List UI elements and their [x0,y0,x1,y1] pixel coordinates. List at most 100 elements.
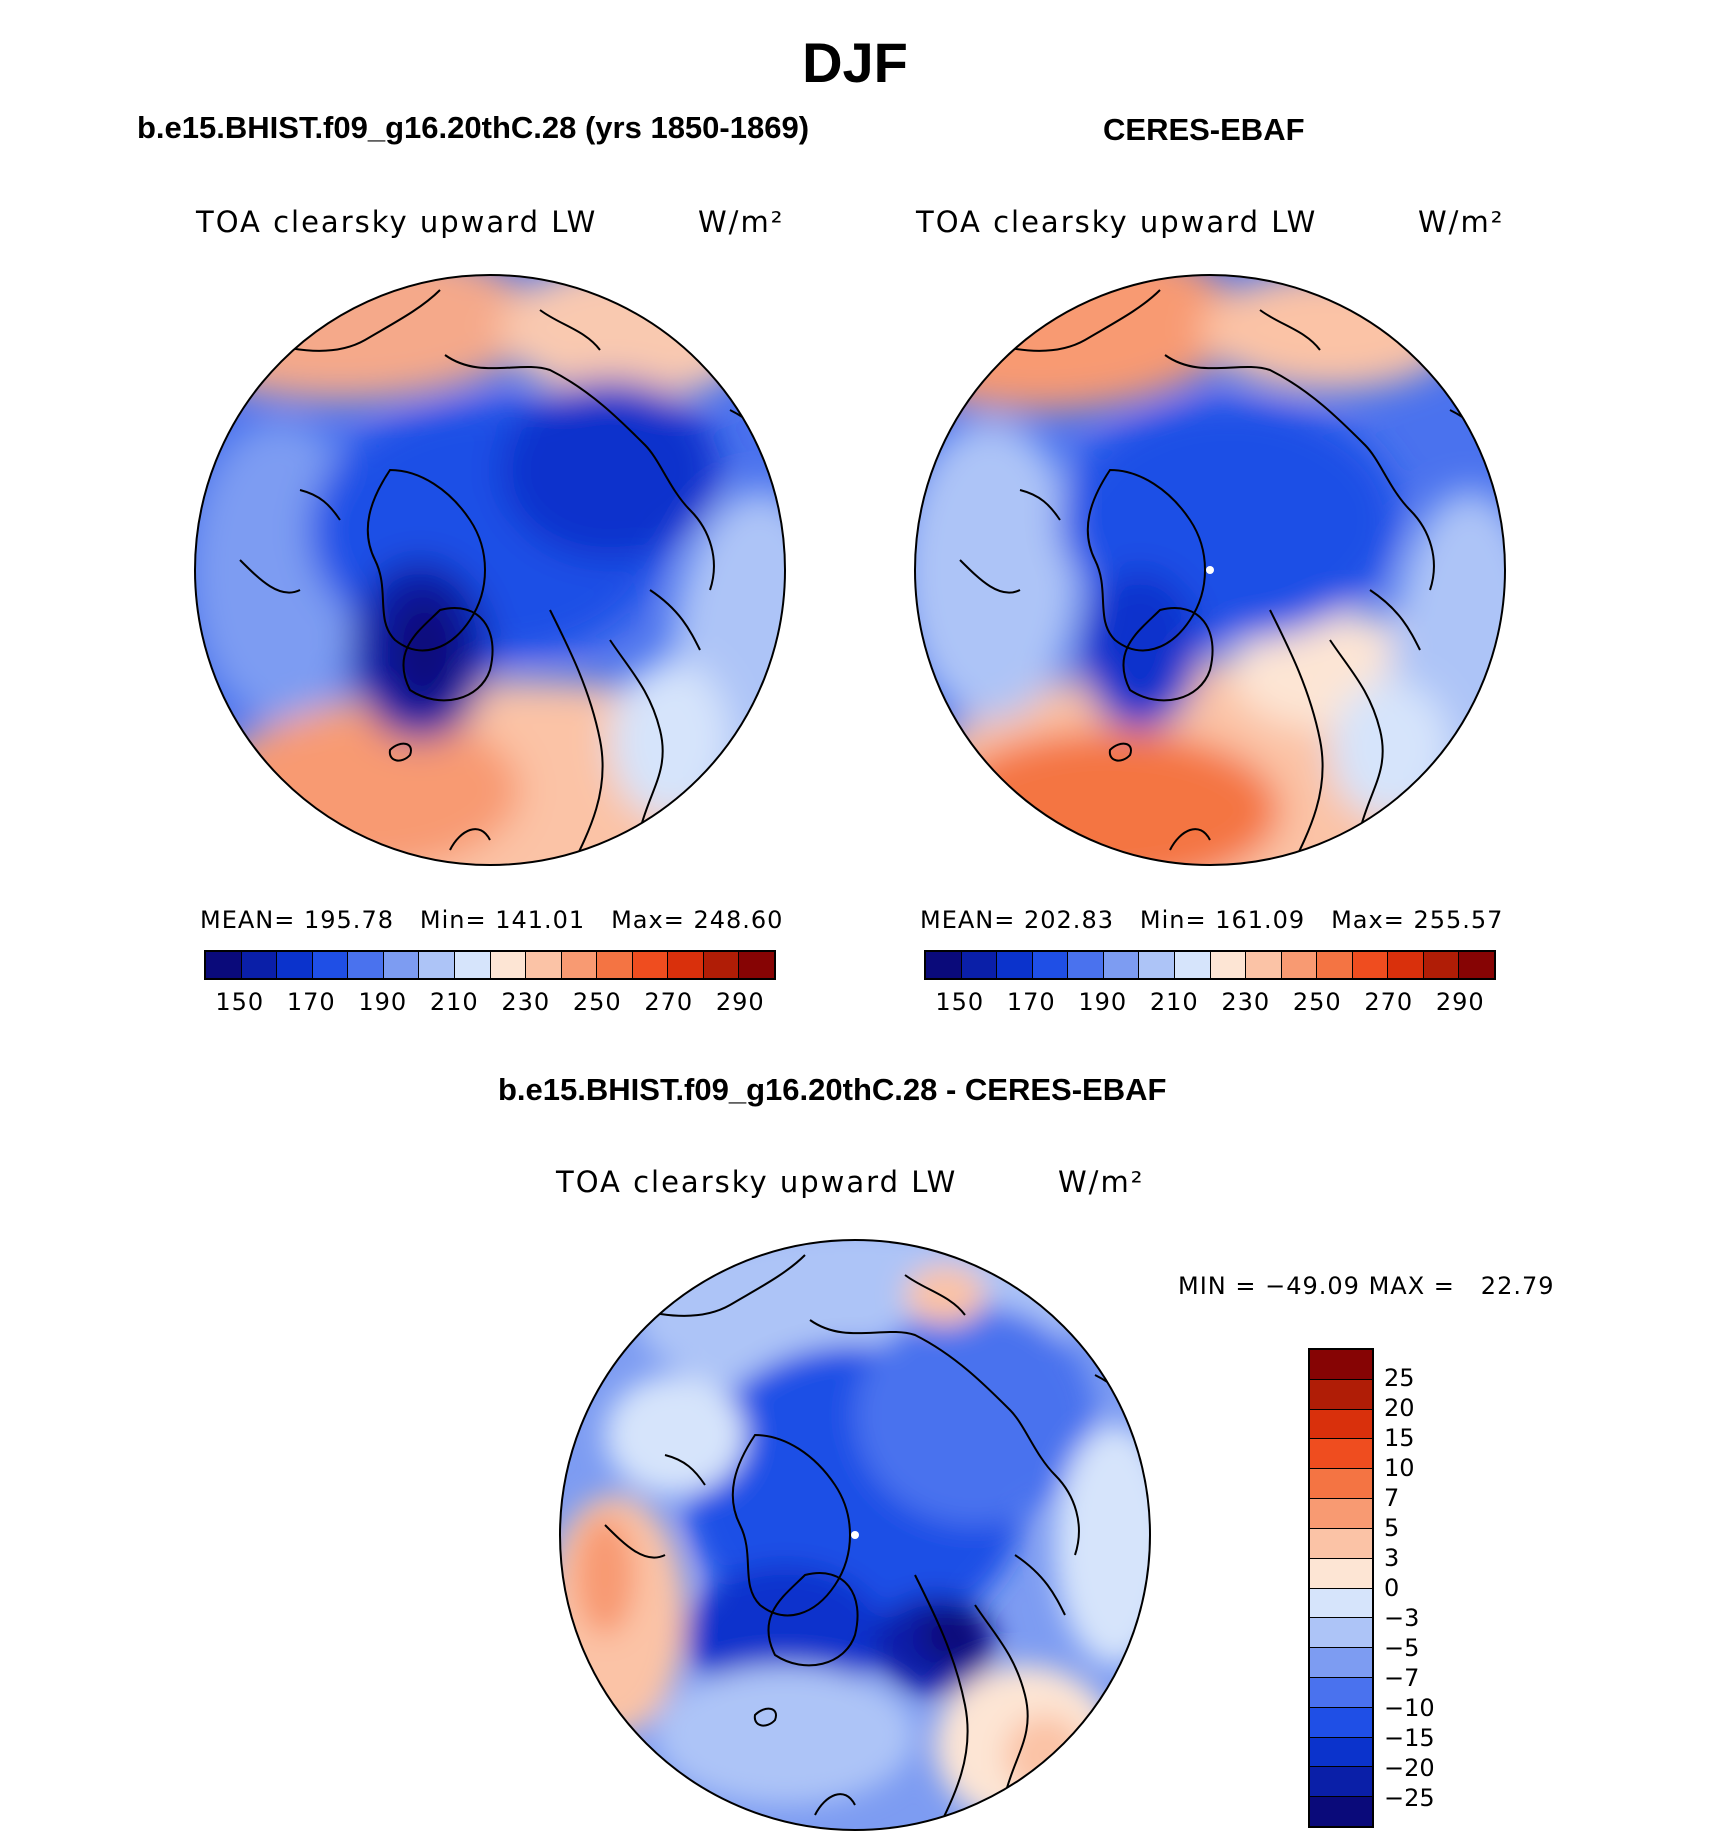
model-colorbar-tick-label: 210 [429,988,479,1016]
obs-min-value: 161.09 [1215,906,1306,934]
diff-colorbar-swatch [1310,1767,1372,1798]
diff-colorbar-swatch [1310,1409,1372,1440]
obs-colorbar-swatch [1103,952,1140,978]
model-colorbar [204,950,776,980]
diff-colorbar-swatch [1310,1439,1372,1470]
diff-colorbar-tick-label: 10 [1384,1454,1415,1482]
obs-colorbar-tick-label: 210 [1149,988,1199,1016]
diff-colorbar-tick-label: 20 [1384,1394,1415,1422]
model-colorbar-swatch [668,952,704,978]
model-stats: MEAN= 195.78 Min= 141.01 Max= 248.60 [200,906,783,934]
obs-variable-label: TOA clearsky upward LW [916,205,1318,239]
diff-stats: MIN = −49.09 MAX = 22.79 [1178,1272,1555,1300]
model-colorbar-tick-label: 190 [358,988,408,1016]
model-colorbar-swatch [526,952,562,978]
obs-max-value: 255.57 [1413,906,1504,934]
diff-max-value: 22.79 [1480,1272,1555,1300]
diff-colorbar-swatch [1310,1528,1372,1559]
diff-colorbar-tick-label: 15 [1384,1424,1415,1452]
diff-colorbar-swatch [1310,1469,1372,1500]
diff-colorbar-tick-label: 25 [1384,1364,1415,1392]
obs-colorbar-tick-label: 190 [1078,988,1128,1016]
diff-polar-map [559,1239,1151,1831]
diff-colorbar-tick-label: 7 [1384,1484,1400,1512]
diff-colorbar-swatch [1310,1558,1372,1589]
diff-min-value: −49.09 [1265,1272,1360,1300]
model-max-value: 248.60 [693,906,784,934]
model-colorbar-swatch [739,952,774,978]
obs-colorbar-swatch [1246,952,1282,978]
model-min-label: Min= [419,906,487,934]
obs-colorbar-swatch [1032,952,1069,978]
obs-colorbar-tick-label: 170 [1006,988,1056,1016]
model-colorbar-tick-label: 150 [215,988,265,1016]
obs-colorbar-swatch [1423,952,1460,978]
diff-colorbar-swatch [1310,1350,1372,1380]
obs-colorbar-swatch [1068,952,1104,978]
diff-colorbar-swatch [1310,1707,1372,1738]
obs-mean-label: MEAN= [920,906,1016,934]
model-colorbar-tick-label: 270 [644,988,694,1016]
diff-min-label: MIN = [1178,1272,1257,1300]
obs-min-label: Min= [1139,906,1207,934]
diff-colorbar-tick-label: −15 [1384,1724,1435,1752]
model-units-label: W/m² [698,205,785,239]
model-colorbar-tick-label: 170 [286,988,336,1016]
model-max-label: Max= [611,906,685,934]
model-min-value: 141.01 [495,906,586,934]
obs-colorbar [924,950,1496,980]
diff-colorbar-swatch [1310,1648,1372,1678]
diff-colorbar-ticks: 25 20 15 10 7 5 3 0 −3 −5 −7 −10 −15 −20 −25 [1384,1348,1474,1828]
model-polar-map [194,274,786,866]
diff-colorbar-tick-label: −25 [1384,1784,1435,1812]
obs-units-label: W/m² [1418,205,1505,239]
obs-colorbar-swatch [1139,952,1175,978]
obs-colorbar-tick-label: 270 [1364,988,1414,1016]
obs-colorbar-swatch [1352,952,1389,978]
diff-colorbar-tick-label: 5 [1384,1514,1400,1542]
obs-colorbar-swatch [997,952,1033,978]
figure-title: DJF [802,31,908,94]
diff-colorbar-tick-label: −10 [1384,1694,1435,1722]
model-colorbar-swatch [490,952,527,978]
model-colorbar-tick-label: 250 [572,988,622,1016]
model-colorbar-swatch [561,952,598,978]
model-mean-value: 195.78 [304,906,394,934]
model-colorbar-swatch [277,952,313,978]
model-colorbar-swatch [348,952,384,978]
obs-colorbar-swatch [1388,952,1424,978]
obs-colorbar-swatch [961,952,998,978]
model-colorbar-swatch [241,952,278,978]
model-colorbar-swatch [632,952,669,978]
diff-colorbar-tick-label: −3 [1384,1604,1420,1632]
model-colorbar-swatch [206,952,242,978]
obs-colorbar-ticks: 150 170 190 210 230 250 270 290 [924,988,1496,1018]
obs-panel-header: CERES-EBAF [1103,112,1305,147]
model-colorbar-swatch [419,952,455,978]
model-colorbar-tick-label: 290 [715,988,765,1016]
obs-mean-value: 202.83 [1024,906,1114,934]
diff-colorbar-swatch [1310,1677,1372,1708]
diff-colorbar-tick-label: 3 [1384,1544,1400,1572]
diff-colorbar-tick-label: −20 [1384,1754,1435,1782]
diff-colorbar-swatch [1310,1797,1372,1826]
obs-colorbar-swatch [1174,952,1211,978]
model-colorbar-swatch [383,952,420,978]
diff-panel-header: b.e15.BHIST.f09_g16.20thC.28 - CERES-EBA… [498,1072,1167,1107]
model-panel-header: b.e15.BHIST.f09_g16.20thC.28 (yrs 1850-1… [137,110,810,145]
model-colorbar-ticks: 150 170 190 210 230 250 270 290 [204,988,776,1018]
obs-colorbar-swatch [1210,952,1247,978]
obs-colorbar-swatch [926,952,962,978]
model-colorbar-swatch [597,952,633,978]
model-colorbar-tick-label: 230 [501,988,551,1016]
diff-colorbar [1308,1348,1374,1828]
model-variable-label: TOA clearsky upward LW [196,205,598,239]
diff-colorbar-tick-label: −5 [1384,1634,1420,1662]
obs-colorbar-swatch [1317,952,1353,978]
diff-max-label: MAX = [1368,1272,1455,1300]
diff-colorbar-swatch [1310,1588,1372,1619]
model-colorbar-swatch [703,952,740,978]
obs-colorbar-swatch [1281,952,1318,978]
obs-max-label: Max= [1331,906,1405,934]
diff-colorbar-swatch [1310,1379,1372,1410]
